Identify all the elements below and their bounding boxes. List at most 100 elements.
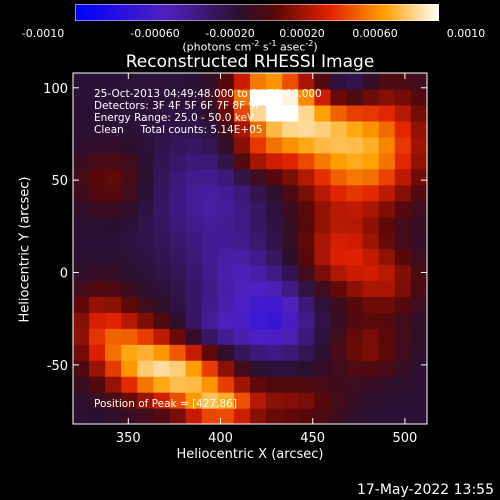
heatmap-cell xyxy=(217,328,235,345)
heatmap-cell xyxy=(73,376,90,393)
heatmap-cell xyxy=(314,392,332,409)
heatmap-cell xyxy=(217,360,235,377)
heatmap-cell xyxy=(73,328,90,345)
heatmap-cell xyxy=(153,136,171,154)
heatmap-cell xyxy=(233,392,251,409)
heatmap-cell xyxy=(378,360,396,377)
heatmap-cell xyxy=(250,248,267,266)
colorbar-tick: -0.00060 xyxy=(130,27,180,40)
heatmap-cell xyxy=(362,376,380,393)
heatmap-cell xyxy=(137,184,155,202)
heatmap-cell xyxy=(121,200,138,218)
energy-range-annotation: Energy Range: 25.0 - 50.0 keV xyxy=(94,112,255,124)
heatmap-cell xyxy=(137,120,155,138)
heatmap-cell xyxy=(233,408,251,425)
x-tick-label: 450 xyxy=(300,431,325,446)
heatmap-cell xyxy=(250,216,267,234)
heatmap-cell xyxy=(217,392,235,409)
heatmap-cell xyxy=(250,280,267,297)
heatmap-cell xyxy=(410,392,428,409)
heatmap-cell xyxy=(394,136,412,154)
heatmap-cell xyxy=(121,248,138,266)
heatmap-cell xyxy=(362,312,380,329)
heatmap-cell xyxy=(121,168,138,186)
heatmap-cell xyxy=(282,104,299,122)
heatmap-cell xyxy=(346,328,364,345)
heatmap-cell xyxy=(298,392,315,409)
heatmap-cell xyxy=(73,392,90,409)
heatmap-cell xyxy=(266,168,283,186)
colorbar-units: (photons cm-2 s-1 asec-2) xyxy=(182,39,318,54)
heatmap-cell xyxy=(89,88,106,106)
heatmap-cell xyxy=(314,136,332,154)
heatmap-cell xyxy=(250,344,267,361)
heatmap-cell xyxy=(105,376,122,393)
heatmap-cell xyxy=(346,280,364,297)
heatmap-cell xyxy=(153,104,171,122)
heatmap-cell xyxy=(346,168,364,186)
heatmap-cell xyxy=(105,264,122,282)
heatmap-cell xyxy=(105,88,122,106)
heatmap-cell xyxy=(346,248,364,266)
heatmap-cell xyxy=(73,120,90,138)
heatmap-cell xyxy=(378,296,396,313)
heatmap-cell xyxy=(346,73,364,90)
heatmap-cell xyxy=(410,232,428,250)
heatmap-cell xyxy=(201,360,219,377)
heatmap-cell xyxy=(362,408,380,425)
heatmap-cell xyxy=(394,360,412,377)
plot-frame xyxy=(72,72,428,425)
heatmap-cell xyxy=(282,168,299,186)
heatmap-cell xyxy=(410,328,428,345)
heatmap-cell xyxy=(121,184,138,202)
heatmap-cell xyxy=(378,216,396,234)
heatmap-cell xyxy=(314,344,332,361)
heatmap-cell xyxy=(266,344,283,361)
heatmap-cell xyxy=(105,184,122,202)
heatmap-cell xyxy=(169,136,187,154)
heatmap-cell xyxy=(394,232,412,250)
heatmap-cell xyxy=(378,248,396,266)
heatmap-cell xyxy=(330,280,348,297)
heatmap-cell xyxy=(378,344,396,361)
heatmap-cell xyxy=(137,232,155,250)
heatmap-cell xyxy=(185,408,203,425)
heatmap-cell xyxy=(153,392,171,409)
heatmap-cell xyxy=(362,296,380,313)
heatmap-cell xyxy=(217,136,235,154)
heatmap-cell xyxy=(378,232,396,250)
heatmap-cell xyxy=(153,248,171,266)
heatmap-cell xyxy=(105,120,122,138)
heatmap-cell xyxy=(73,280,90,297)
heatmap-cell xyxy=(169,376,187,393)
x-tick-label: 500 xyxy=(392,431,417,446)
heatmap-cell xyxy=(314,232,332,250)
heatmap-cell xyxy=(362,88,380,106)
heatmap-cell xyxy=(217,152,235,170)
heatmap-cell xyxy=(330,88,348,106)
heatmap-cell xyxy=(250,232,267,250)
heatmap-cell xyxy=(330,296,348,313)
heatmap-cell xyxy=(298,408,315,425)
heatmap-cell xyxy=(185,88,203,106)
heatmap-cell xyxy=(410,120,428,138)
colorbar-tick: -0.0010 xyxy=(21,27,65,40)
y-tick-label: -50 xyxy=(47,359,68,374)
heatmap-cell xyxy=(137,152,155,170)
heatmap-cell xyxy=(233,264,251,282)
heatmap-cell xyxy=(105,344,122,361)
heatmap-cell xyxy=(89,216,106,234)
heatmap-cell xyxy=(250,136,267,154)
heatmap-cell xyxy=(282,376,299,393)
heatmap-cell xyxy=(266,184,283,202)
heatmap-cell xyxy=(89,73,106,90)
heatmap-cell xyxy=(362,120,380,138)
heatmap-cell xyxy=(201,120,219,138)
heatmap-cell xyxy=(73,104,90,122)
heatmap-cell xyxy=(362,360,380,377)
heatmap-cell xyxy=(378,408,396,425)
heatmap-cell xyxy=(394,184,412,202)
colorbar xyxy=(75,4,439,21)
heatmap-cell xyxy=(121,232,138,250)
heatmap-cell xyxy=(346,360,364,377)
